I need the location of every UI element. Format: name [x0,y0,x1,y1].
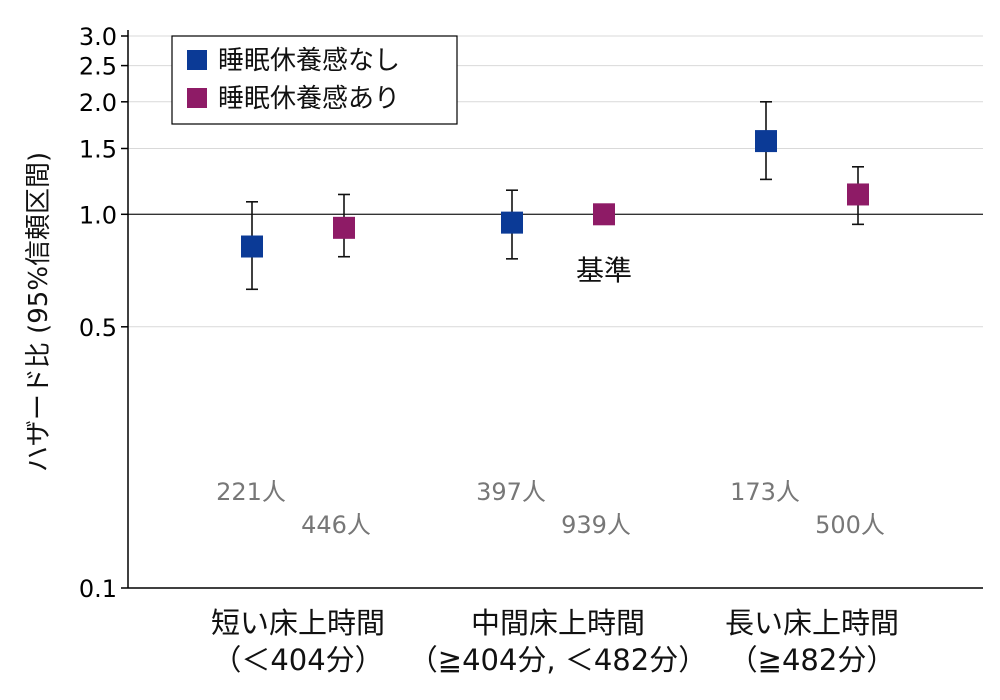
category-labels: 短い床上時間（＜404分） 中間床上時間（≧404分, ＜482分） 長い床上時間（… [211,606,899,677]
reference-annotation: 基準 [576,254,632,287]
data-point-marker [847,183,869,206]
series-1: 221人 397人 173人 [216,101,800,506]
y-tick-label: 2.0 [79,89,117,117]
category-sublabel: （≧404分, ＜482分） [409,643,707,677]
y-tick-label: 1.0 [79,201,117,229]
legend-swatch [187,88,207,108]
legend-label: 睡眠休養感あり [218,84,400,114]
sample-count-label: 221人 [216,478,286,506]
category-label: 長い床上時間 [725,606,899,640]
data-point-marker [501,211,523,234]
category-sublabel: （＜404分） [212,643,383,677]
category-sublabel: （≧482分） [729,643,896,677]
y-tick-label: 0.5 [79,314,117,342]
y-tick-label: 1.5 [79,135,117,163]
series-2: 446人 939人 500人 [301,166,885,539]
sample-count-label: 500人 [815,511,885,539]
data-point-marker [241,235,263,258]
legend-swatch [187,50,207,70]
category-label: 中間床上時間 [471,606,645,640]
sample-count-label: 397人 [476,478,546,506]
sample-count-label: 173人 [730,478,800,506]
category-label: 短い床上時間 [211,606,385,640]
legend-label: 睡眠休養感なし [218,46,400,76]
y-ticks: 0.1 0.5 1.0 1.5 2.0 2.53.0 [79,23,128,603]
data-point-marker [755,130,777,153]
data-point-marker [333,216,355,239]
y-tick-label: 2.5 [79,53,117,81]
data-point-marker [593,203,615,226]
y-axis-label: ハザード比 (95%信頼区間) [24,152,54,472]
y-tick-label: 3.0 [79,23,117,51]
sample-count-label: 939人 [561,511,631,539]
legend-box [171,35,458,125]
sample-count-label: 446人 [301,511,371,539]
y-tick-label: 0.1 [79,575,117,603]
